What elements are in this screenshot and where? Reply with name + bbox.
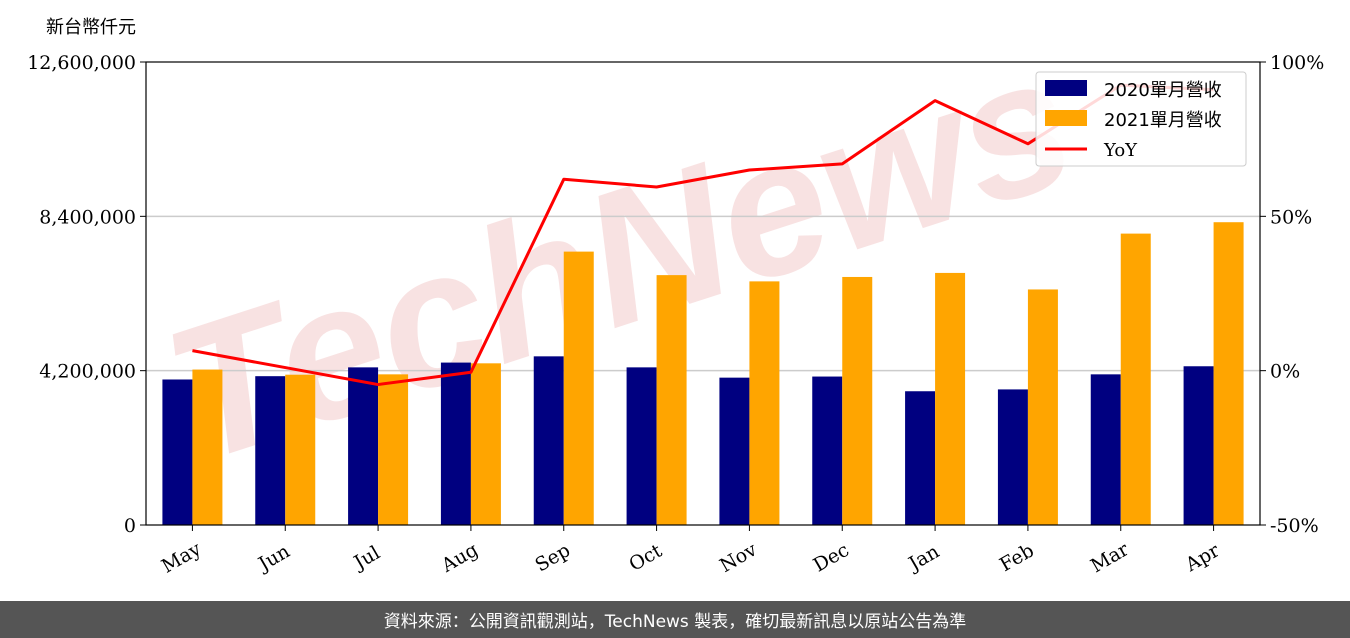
bar-2021-jan [935, 272, 966, 525]
y-tick-label: 8,400,000 [39, 206, 136, 228]
y2-tick-label: 100% [1270, 52, 1324, 74]
y-tick-label: 4,200,000 [39, 361, 136, 383]
y2-tick-label: -50% [1270, 515, 1319, 537]
bar-2021-apr [1213, 222, 1244, 525]
bar-2021-oct [656, 275, 687, 525]
source-footer: 資料來源：公開資訊觀測站，TechNews 製表，確切最新訊息以原站公告為準 [0, 601, 1350, 638]
x-tick-label: Dec [810, 539, 853, 577]
bars [162, 222, 1244, 525]
legend-label-2020: 2020單月營收 [1104, 80, 1222, 101]
bar-2020-jun [255, 376, 286, 525]
bar-2021-dec [842, 276, 873, 525]
bar-2020-dec [812, 376, 843, 525]
plot-frame [145, 61, 1261, 526]
legend-swatch-2020 [1045, 80, 1087, 96]
legend-label-2021: 2021單月營收 [1104, 110, 1222, 131]
bar-2021-may [192, 369, 223, 525]
bar-2020-jul [348, 367, 379, 525]
x-tick-label: Aug [437, 539, 482, 578]
x-tick-label: Sep [531, 539, 574, 576]
bar-2021-sep [563, 251, 594, 525]
x-tick-label: Mar [1087, 538, 1133, 577]
bar-2020-nov [719, 377, 750, 525]
y2-tick-label: 0% [1270, 361, 1300, 383]
x-tick-label: Jun [253, 540, 294, 576]
bar-2020-mar [1090, 374, 1121, 525]
y-tick-label: 0 [124, 515, 136, 537]
bar-2021-mar [1120, 233, 1151, 525]
bar-2021-feb [1027, 289, 1058, 525]
bar-2020-jan [905, 391, 936, 525]
y2-tick-label: 50% [1270, 206, 1312, 228]
bar-2020-feb [997, 389, 1028, 525]
footer-text: 資料來源：公開資訊觀測站，TechNews 製表，確切最新訊息以原站公告為準 [383, 612, 967, 632]
y-tick-label: 12,600,000 [27, 52, 136, 74]
bar-2021-nov [749, 281, 780, 525]
x-tick-label: May [158, 538, 205, 578]
legend: 2020單月營收 2021單月營收 YoY [1035, 71, 1247, 167]
x-tick-label: Jan [903, 540, 943, 576]
bar-2020-may [162, 379, 193, 525]
revenue-chart: TechNews 新台幣仟元 04,200,0008,400,00012,600… [27, 13, 1324, 578]
x-tick-label: Apr [1181, 539, 1224, 576]
x-tick-label: Jul [349, 542, 384, 575]
bar-2020-oct [626, 367, 657, 525]
bar-2020-sep [533, 356, 564, 525]
bar-2021-jul [378, 374, 409, 525]
grid-lines [146, 215, 1260, 372]
bar-2020-apr [1183, 366, 1214, 525]
bar-2020-aug [440, 362, 471, 525]
legend-swatch-2021 [1045, 110, 1087, 126]
legend-label-yoy: YoY [1103, 140, 1138, 161]
legend-box [1035, 71, 1247, 167]
x-tick-label: Nov [716, 538, 761, 577]
x-tick-label: Oct [625, 540, 666, 576]
bar-2021-aug [470, 363, 501, 525]
bar-2021-jun [285, 374, 316, 525]
unit-label: 新台幣仟元 [46, 17, 136, 38]
x-tick-label: Feb [996, 539, 1038, 576]
